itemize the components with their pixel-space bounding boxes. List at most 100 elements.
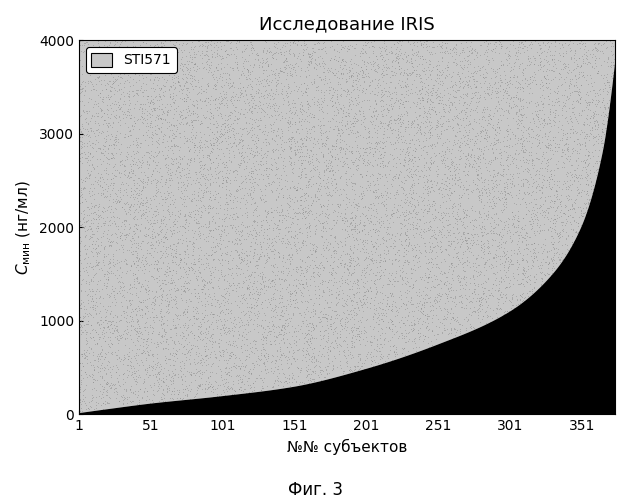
Point <box>276 326 286 334</box>
Point <box>348 353 358 361</box>
Point <box>473 192 483 200</box>
Point <box>125 386 135 394</box>
Point <box>235 365 245 373</box>
Point <box>437 218 447 226</box>
Point <box>151 274 161 282</box>
Point <box>217 376 227 384</box>
Point <box>283 310 293 318</box>
Point <box>529 68 539 76</box>
Point <box>121 385 131 393</box>
Point <box>168 156 178 164</box>
Point <box>494 280 504 288</box>
Point <box>487 122 497 130</box>
Point <box>348 312 358 320</box>
Point <box>181 202 191 210</box>
Point <box>355 334 365 342</box>
Point <box>444 220 454 228</box>
Point <box>561 130 571 138</box>
Point <box>89 384 99 392</box>
Point <box>493 168 503 176</box>
Point <box>365 350 375 358</box>
Point <box>536 96 546 104</box>
Point <box>86 204 96 212</box>
Point <box>439 324 449 332</box>
Point <box>146 244 156 252</box>
Point <box>199 358 209 366</box>
Point <box>142 115 152 123</box>
Point <box>598 86 608 94</box>
Point <box>208 72 218 80</box>
Point <box>551 206 561 214</box>
Point <box>266 84 276 92</box>
Point <box>81 118 91 126</box>
Point <box>259 310 269 318</box>
Point <box>106 62 117 70</box>
Point <box>521 228 531 236</box>
Point <box>539 272 549 280</box>
Point <box>583 161 593 169</box>
Point <box>243 321 253 329</box>
Point <box>169 216 179 224</box>
Point <box>435 93 445 101</box>
Point <box>425 154 435 162</box>
Point <box>317 60 327 68</box>
Point <box>321 156 331 164</box>
Point <box>300 207 310 215</box>
Point <box>420 252 430 260</box>
Point <box>249 198 260 206</box>
Point <box>165 58 175 66</box>
Point <box>427 104 437 112</box>
Point <box>589 110 599 118</box>
Point <box>271 130 281 138</box>
Point <box>207 334 217 342</box>
Point <box>354 350 364 358</box>
Point <box>156 362 166 370</box>
Point <box>130 247 140 255</box>
Point <box>364 129 374 137</box>
Point <box>220 128 231 136</box>
Point <box>109 291 119 299</box>
Point <box>128 125 138 133</box>
Point <box>580 58 590 66</box>
Point <box>573 185 583 193</box>
Point <box>146 362 156 370</box>
Point <box>414 316 424 324</box>
Point <box>192 276 202 284</box>
Point <box>379 202 389 209</box>
Point <box>355 170 365 178</box>
Point <box>359 271 369 279</box>
Point <box>102 154 112 162</box>
Point <box>129 278 139 285</box>
Point <box>372 68 382 76</box>
Point <box>481 56 491 64</box>
Point <box>323 159 333 167</box>
Point <box>156 376 166 384</box>
Point <box>112 266 122 274</box>
Point <box>196 202 206 210</box>
Point <box>93 65 103 73</box>
Point <box>113 53 123 61</box>
Point <box>496 78 507 86</box>
Point <box>199 251 209 259</box>
Point <box>253 354 263 362</box>
Point <box>90 202 100 209</box>
Point <box>500 188 510 196</box>
Point <box>474 196 484 204</box>
Point <box>84 292 94 300</box>
Point <box>374 43 384 51</box>
Point <box>120 162 130 170</box>
Point <box>146 41 156 49</box>
Point <box>398 185 408 193</box>
Point <box>545 106 555 114</box>
Point <box>239 278 249 286</box>
Point <box>74 192 84 200</box>
Point <box>195 40 205 48</box>
Point <box>163 354 173 362</box>
Point <box>309 78 319 86</box>
Point <box>576 212 587 220</box>
Point <box>160 46 170 54</box>
Point <box>471 267 481 275</box>
Point <box>198 334 208 342</box>
Point <box>238 60 248 68</box>
Point <box>91 224 101 232</box>
